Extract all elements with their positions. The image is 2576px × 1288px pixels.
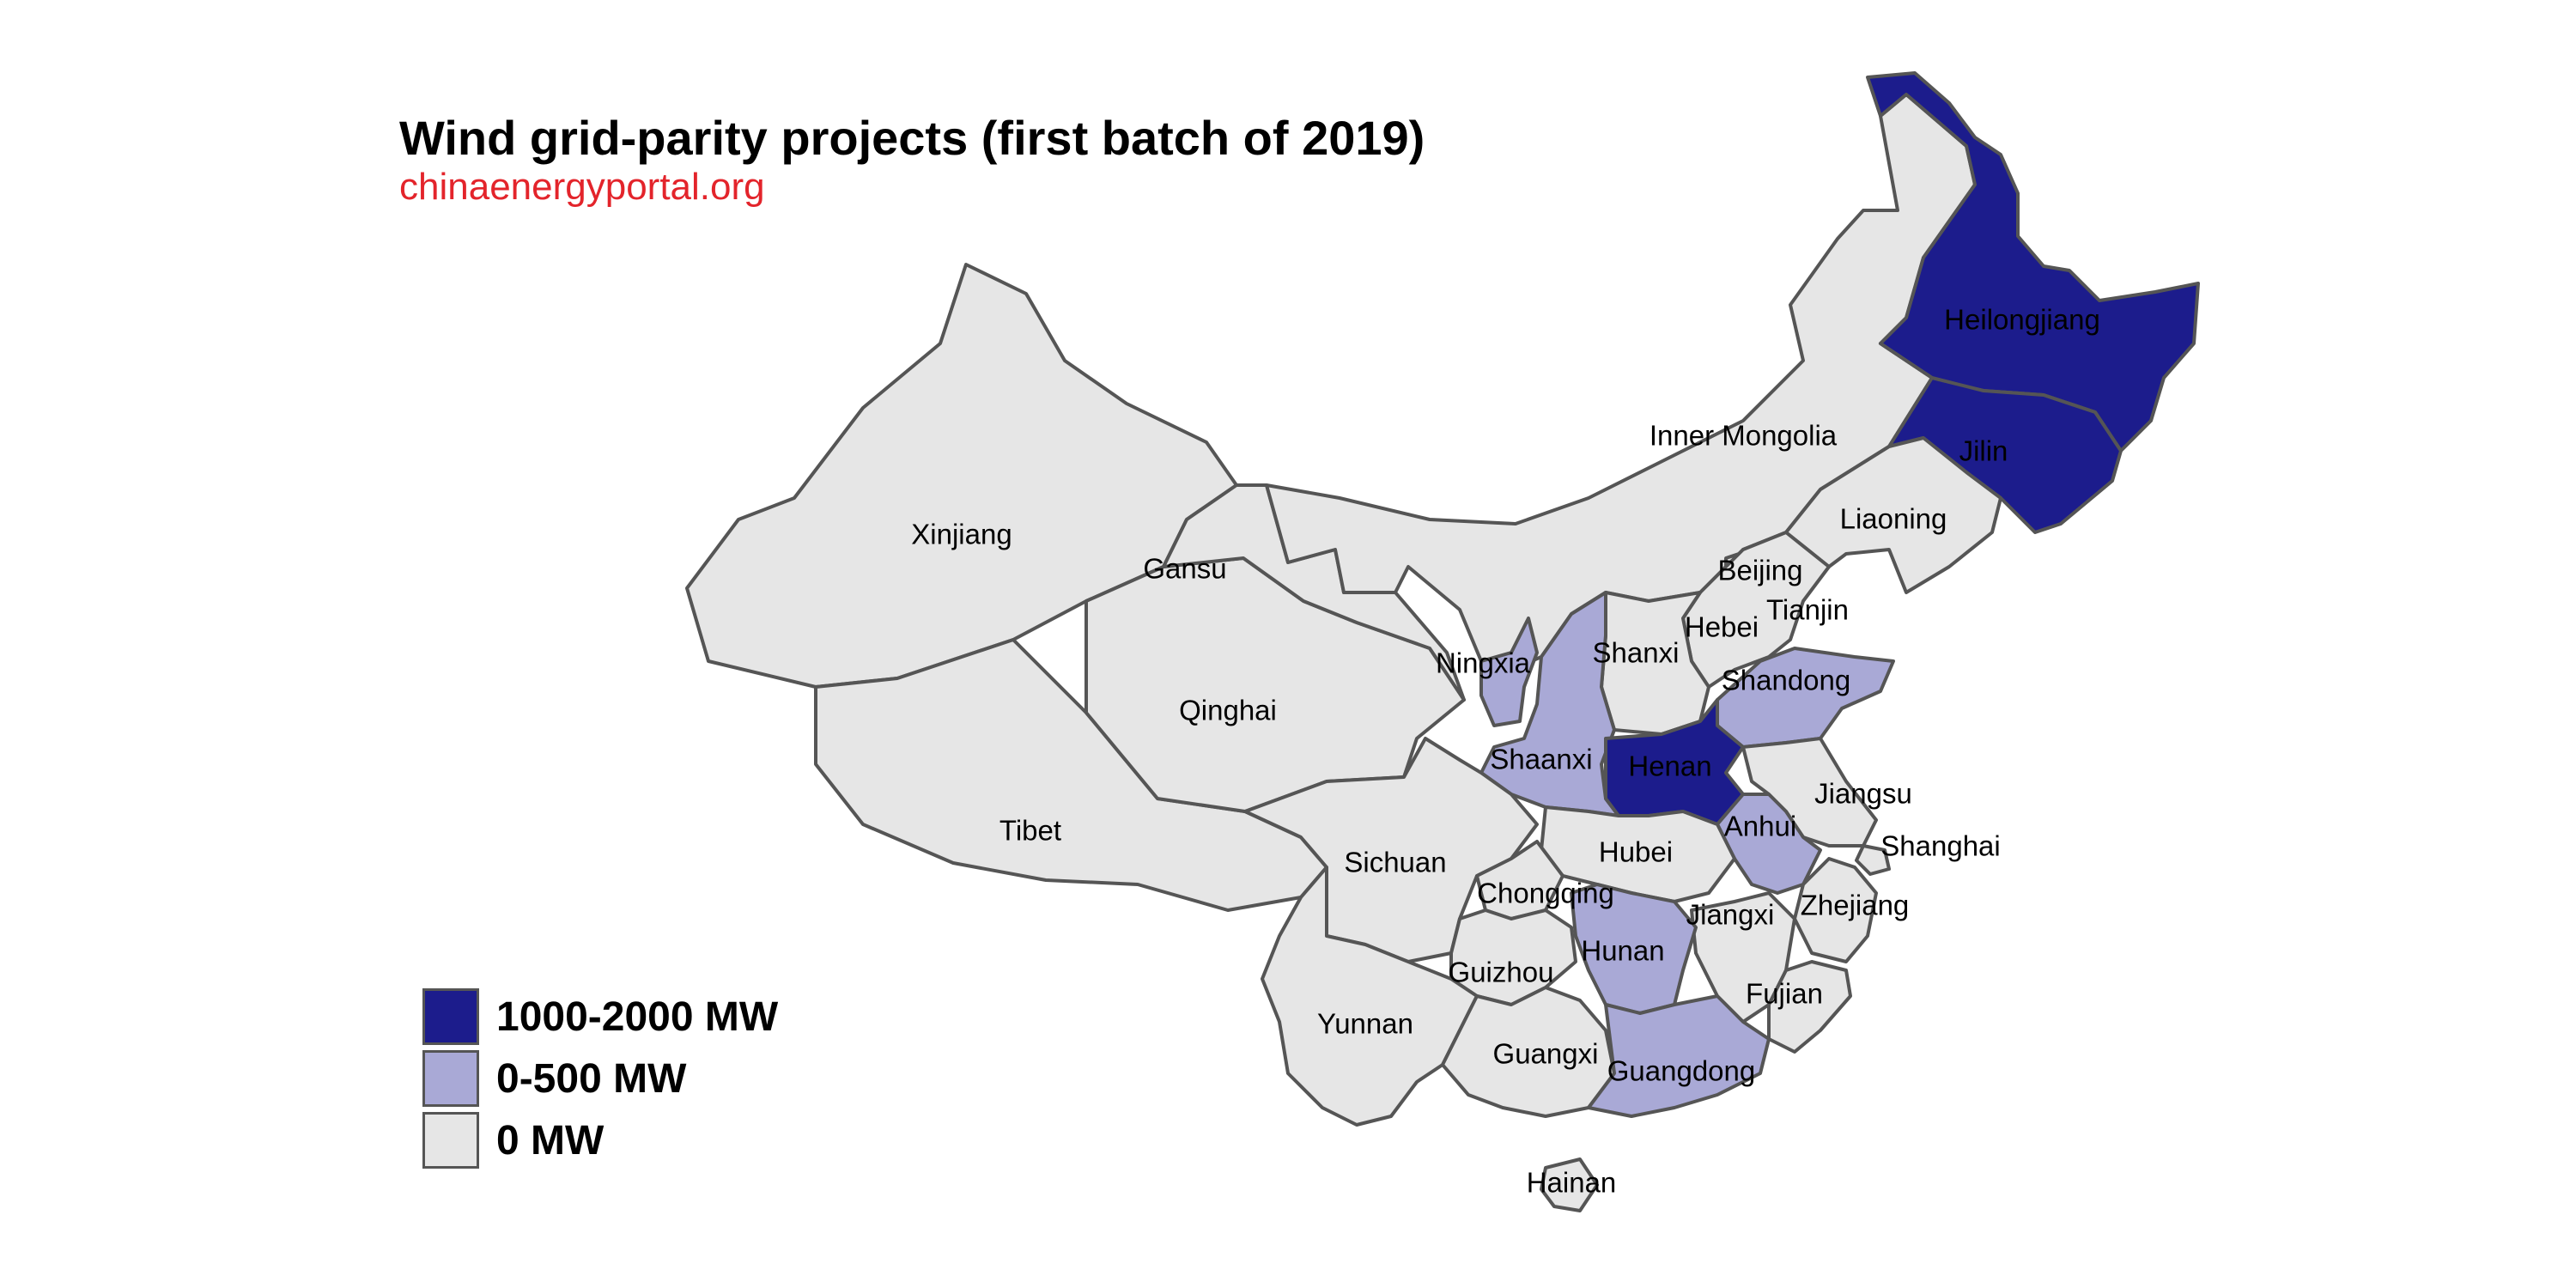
province-labels-layer: Xinjiang Tibet Qinghai Gansu Inner Mongolia H… — [911, 304, 2100, 1199]
province-fujian — [1767, 960, 1852, 1054]
province-zhejiang — [1793, 857, 1878, 963]
province-label-hainan: Hainan — [1527, 1167, 1617, 1199]
province-label-tibet: Tibet — [999, 815, 1061, 847]
province-label-fujian: Fujian — [1746, 978, 1823, 1010]
province-label-hunan: Hunan — [1581, 935, 1664, 967]
province-label-jilin: Jilin — [1959, 435, 2008, 467]
province-label-guangdong: Guangdong — [1607, 1055, 1756, 1087]
legend-item-low: 0-500 MW — [422, 1048, 778, 1109]
map-title: Wind grid-parity projects (first batch o… — [399, 111, 1425, 165]
province-label-heilongjiang: Heilongjiang — [1944, 304, 2100, 336]
province-hainan — [1540, 1157, 1599, 1212]
province-label-hubei: Hubei — [1599, 836, 1673, 868]
province-label-guangxi: Guangxi — [1493, 1038, 1599, 1070]
legend-swatch-low — [422, 1050, 479, 1107]
legend-item-none: 0 MW — [422, 1109, 778, 1171]
province-label-xinjiang: Xinjiang — [911, 519, 1012, 550]
province-label-shanghai: Shanghai — [1880, 830, 2000, 862]
province-label-shandong: Shandong — [1722, 665, 1850, 696]
legend-swatch-none — [422, 1112, 479, 1169]
province-label-henan: Henan — [1628, 750, 1711, 782]
province-ningxia — [1479, 617, 1539, 727]
legend-label-low: 0-500 MW — [496, 1055, 687, 1102]
province-label-jiangxi: Jiangxi — [1686, 899, 1775, 931]
province-label-chongqing: Chongqing — [1477, 878, 1614, 909]
province-label-jiangsu: Jiangsu — [1814, 778, 1912, 810]
province-label-anhui: Anhui — [1724, 811, 1796, 842]
legend-label-high: 1000-2000 MW — [496, 993, 779, 1040]
province-shanghai — [1855, 844, 1891, 876]
legend-swatch-high — [422, 988, 479, 1045]
province-label-sichuan: Sichuan — [1344, 847, 1446, 878]
province-yunnan — [1261, 866, 1479, 1127]
province-label-inner-mongolia: Inner Mongolia — [1649, 420, 1838, 452]
province-label-yunnan: Yunnan — [1317, 1008, 1413, 1040]
legend-item-high: 1000-2000 MW — [422, 986, 778, 1048]
province-guangxi — [1441, 986, 1616, 1118]
legend: 1000-2000 MW 0-500 MW 0 MW — [422, 986, 778, 1171]
province-label-shaanxi: Shaanxi — [1490, 744, 1592, 775]
province-label-gansu: Gansu — [1143, 553, 1226, 585]
province-hubei — [1540, 805, 1736, 903]
province-label-zhejiang: Zhejiang — [1801, 890, 1910, 921]
province-label-qinghai: Qinghai — [1179, 695, 1277, 726]
province-label-ningxia: Ningxia — [1436, 647, 1531, 679]
map-subtitle-source: chinaenergyportal.org — [399, 166, 765, 208]
province-guangdong — [1587, 994, 1771, 1118]
province-label-hebei: Hebei — [1685, 611, 1759, 643]
province-label-beijing: Beijing — [1717, 555, 1802, 586]
province-label-liaoning: Liaoning — [1840, 503, 1947, 535]
province-hunan — [1570, 883, 1698, 1015]
provinces-layer — [685, 71, 2200, 1212]
legend-label-none: 0 MW — [496, 1117, 605, 1163]
province-inner-mongolia — [1265, 93, 1977, 671]
province-label-guizhou: Guizhou — [1449, 957, 1554, 988]
province-label-shanxi: Shanxi — [1593, 637, 1680, 669]
province-jiangsu — [1741, 737, 1878, 848]
province-heilongjiang — [1866, 71, 2200, 453]
province-label-tianjin: Tianjin — [1766, 594, 1849, 626]
